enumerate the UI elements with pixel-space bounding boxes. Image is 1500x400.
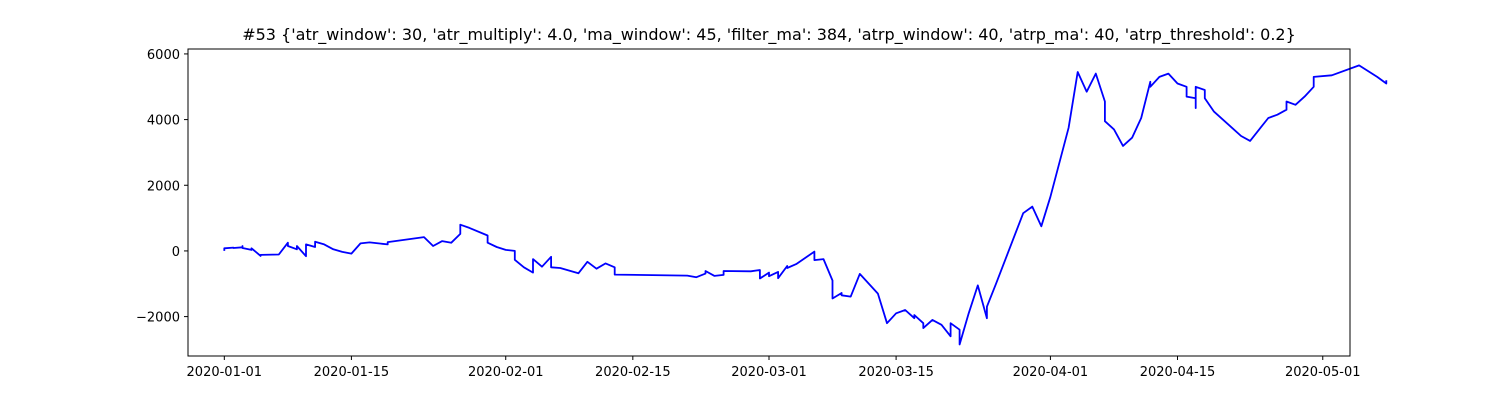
y-axis: 6000 4000 2000 0 −2000 [136, 48, 188, 326]
x-axis: 2020-01-01 2020-01-15 2020-02-01 2020-02-15… [187, 356, 1361, 380]
chart-title: #53 {'atr_window': 30, 'atr_multiply': 4… [242, 25, 1296, 45]
y-tick-label: 2000 [147, 179, 180, 194]
x-tick-label: 2020-02-01 [468, 365, 544, 380]
x-tick-label: 2020-01-01 [187, 365, 263, 380]
y-tick-label: 4000 [147, 114, 180, 129]
series-line [223, 64, 1388, 346]
x-tick-label: 2020-01-15 [314, 365, 390, 380]
y-tick-label: 0 [172, 245, 180, 260]
x-tick-label: 2020-02-15 [595, 365, 671, 380]
y-tick-label: −2000 [136, 311, 180, 326]
x-tick-label: 2020-05-01 [1285, 365, 1361, 380]
x-tick-label: 2020-03-01 [731, 365, 807, 380]
y-tick-label: 6000 [147, 48, 180, 63]
x-tick-label: 2020-04-15 [1140, 365, 1216, 380]
series-layer [223, 64, 1388, 346]
x-tick-label: 2020-04-01 [1013, 365, 1089, 380]
x-tick-label: 2020-03-15 [858, 365, 934, 380]
